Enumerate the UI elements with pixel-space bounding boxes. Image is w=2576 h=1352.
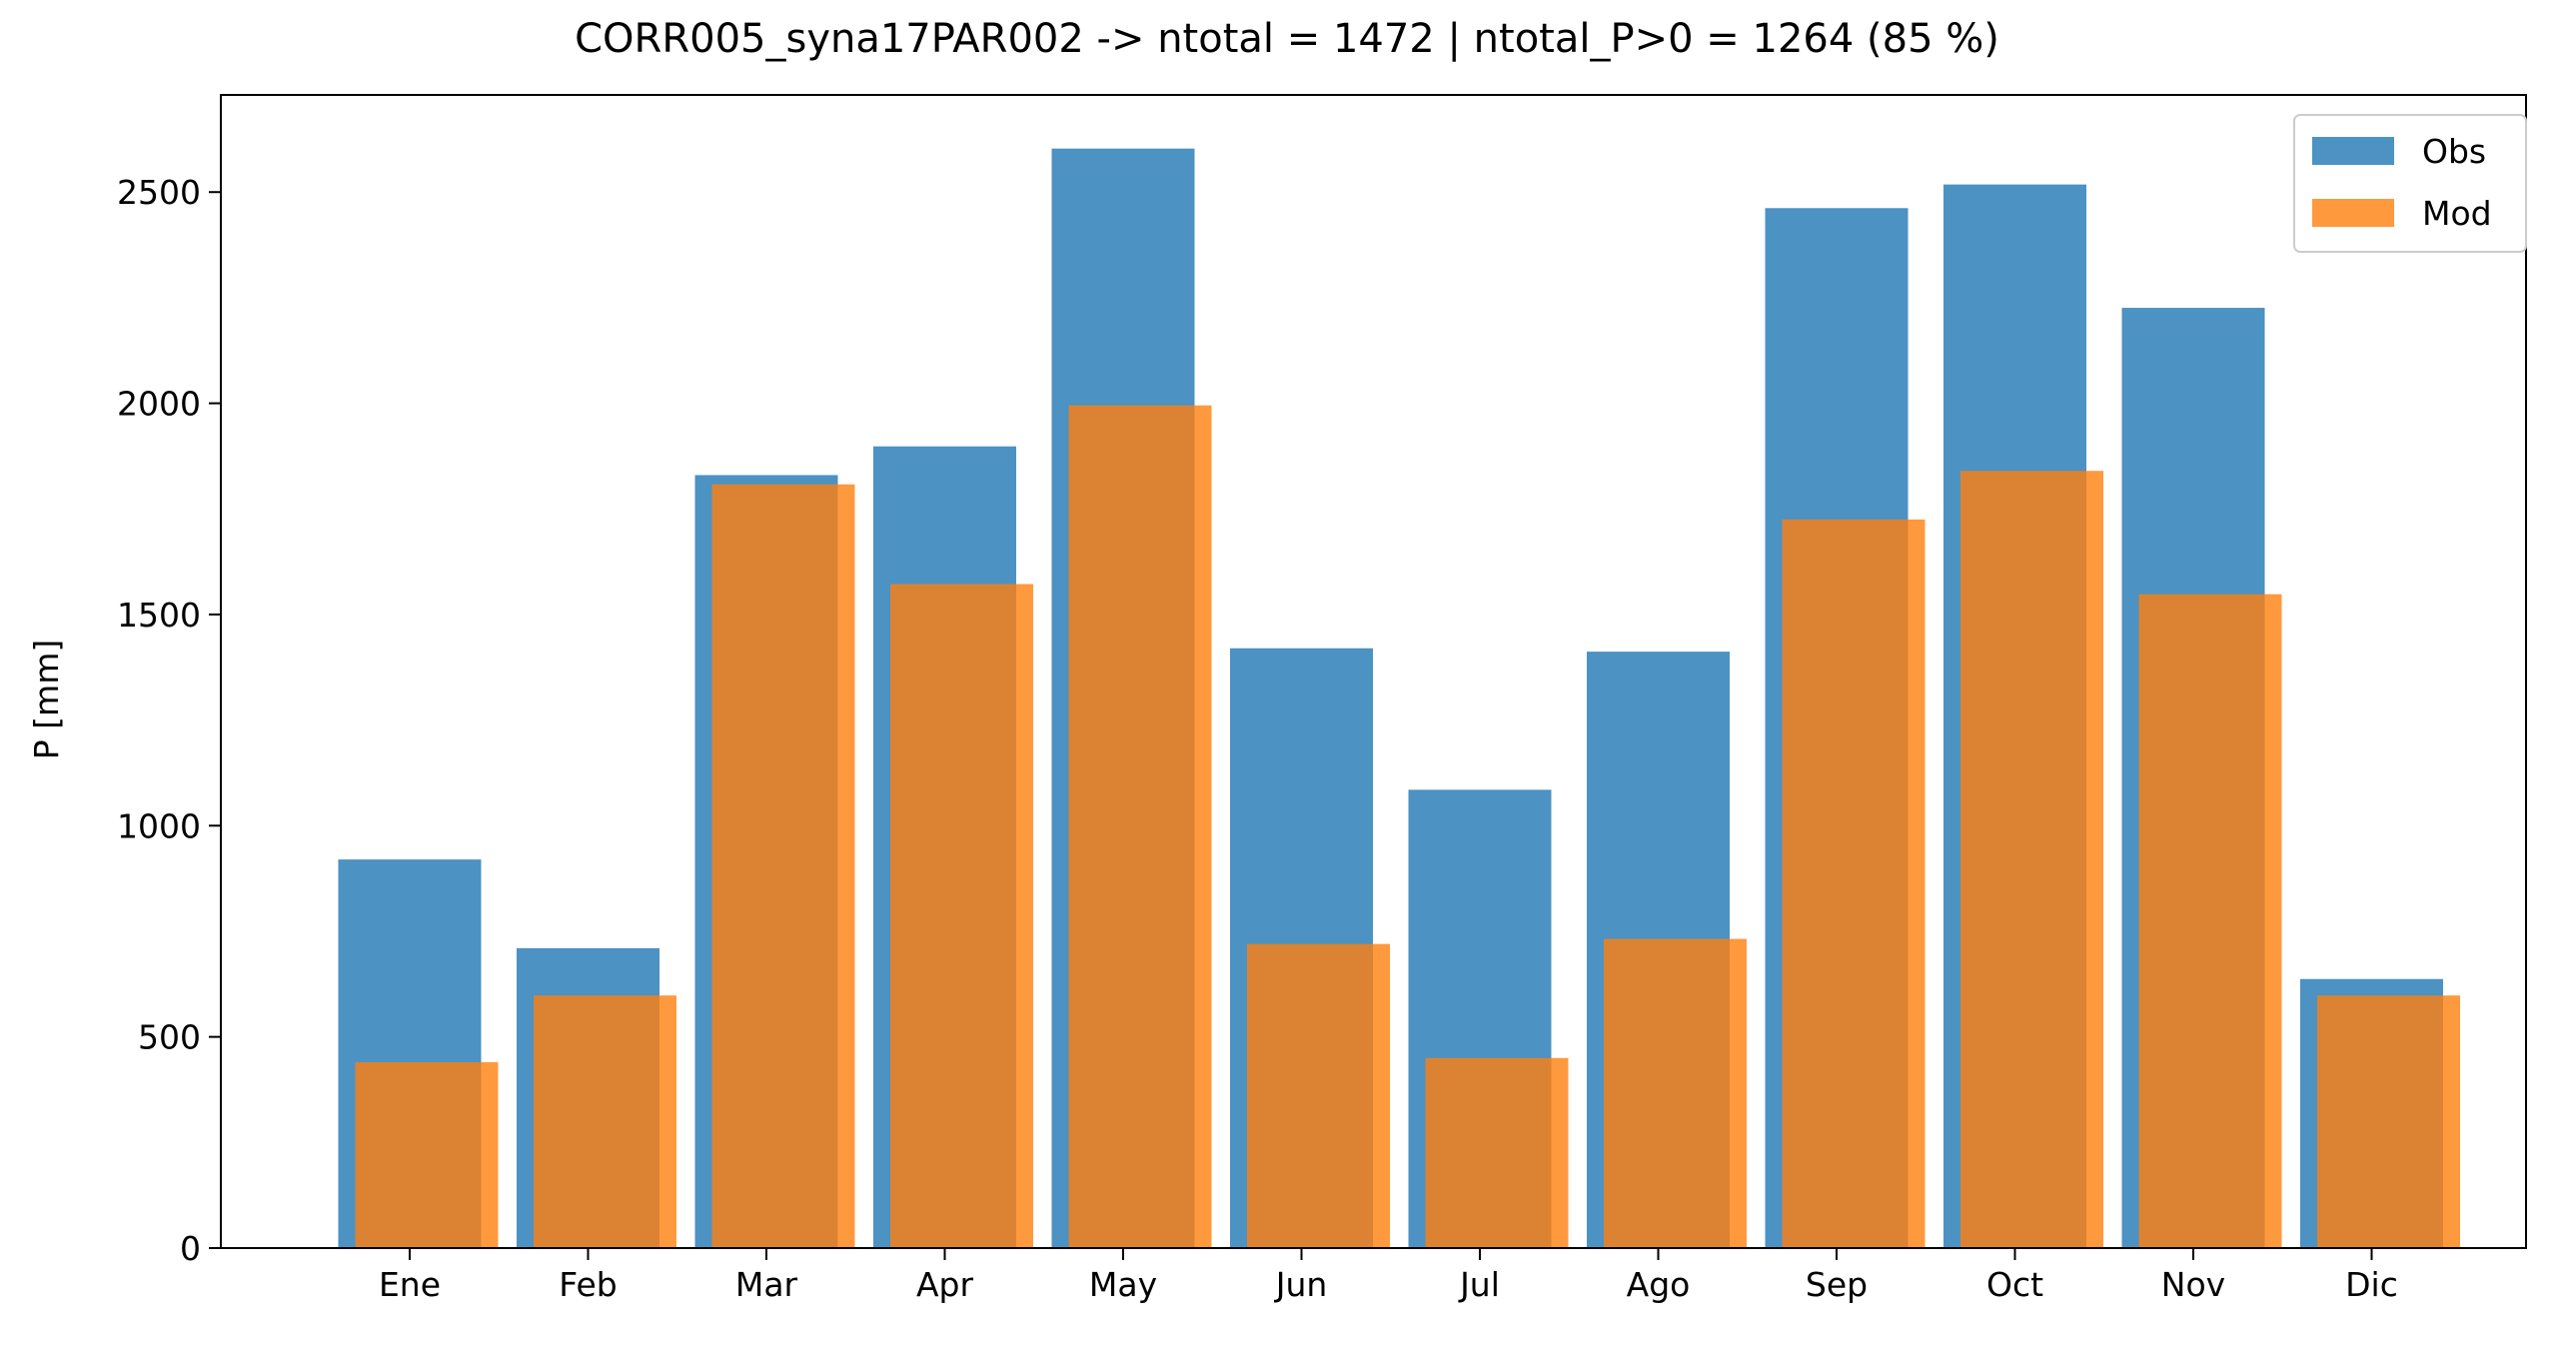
y-tick-label: 1500: [117, 596, 201, 635]
chart-title: CORR005_syna17PAR002 -> ntotal = 1472 | …: [575, 16, 1999, 62]
x-tick-label: Sep: [1806, 1265, 1868, 1304]
mod-bar-may: [1068, 405, 1212, 1248]
mod-series: [355, 405, 2460, 1248]
mod-bar-mar: [711, 484, 855, 1248]
mod-bar-oct: [1960, 471, 2103, 1248]
mod-bar-nov: [2138, 594, 2282, 1248]
x-axis: Ene Feb Mar Apr May Jun Jul Ago Sep Oct Nov Dic: [379, 1248, 2398, 1304]
x-tick-label: May: [1089, 1265, 1157, 1304]
x-tick-label: Feb: [559, 1265, 617, 1304]
x-tick-label: Nov: [2161, 1265, 2225, 1304]
legend: Obs Mod: [2293, 114, 2527, 253]
plot-area-border: [220, 94, 2527, 1249]
y-tick-label: 2500: [117, 173, 201, 212]
mod-bar-jun: [1247, 943, 1390, 1248]
y-axis: 0 500 1000 1500 2000 2500: [117, 173, 221, 1268]
mod-bar-dic: [2317, 995, 2460, 1248]
axes-frame: [220, 94, 2527, 1249]
y-tick-label: 2000: [117, 385, 201, 424]
x-tick-label: Ago: [1627, 1265, 1691, 1304]
legend-label-obs: Obs: [2422, 132, 2486, 171]
x-tick-label: Apr: [916, 1265, 974, 1304]
y-tick-label: 1000: [117, 806, 201, 845]
x-tick-label: Jun: [1274, 1265, 1328, 1304]
legend-swatch-mod: [2312, 199, 2394, 227]
x-tick-label: Oct: [1986, 1265, 2043, 1304]
mod-bar-ene: [355, 1062, 499, 1248]
legend-label-mod: Mod: [2422, 194, 2492, 233]
x-tick-label: Ene: [379, 1265, 441, 1304]
y-tick-label: 0: [180, 1229, 201, 1268]
x-tick-label: Mar: [735, 1265, 798, 1304]
mod-bar-apr: [890, 584, 1033, 1248]
x-tick-label: Jul: [1458, 1265, 1500, 1304]
x-tick-label: Dic: [2345, 1265, 2398, 1304]
mod-bar-ago: [1604, 938, 1747, 1248]
y-tick-label: 500: [138, 1018, 201, 1057]
y-axis-label: P [mm]: [27, 640, 66, 759]
mod-bar-feb: [534, 995, 676, 1248]
mod-bar-sep: [1782, 519, 1926, 1248]
legend-swatch-obs: [2312, 137, 2394, 165]
mod-bar-jul: [1425, 1057, 1569, 1248]
